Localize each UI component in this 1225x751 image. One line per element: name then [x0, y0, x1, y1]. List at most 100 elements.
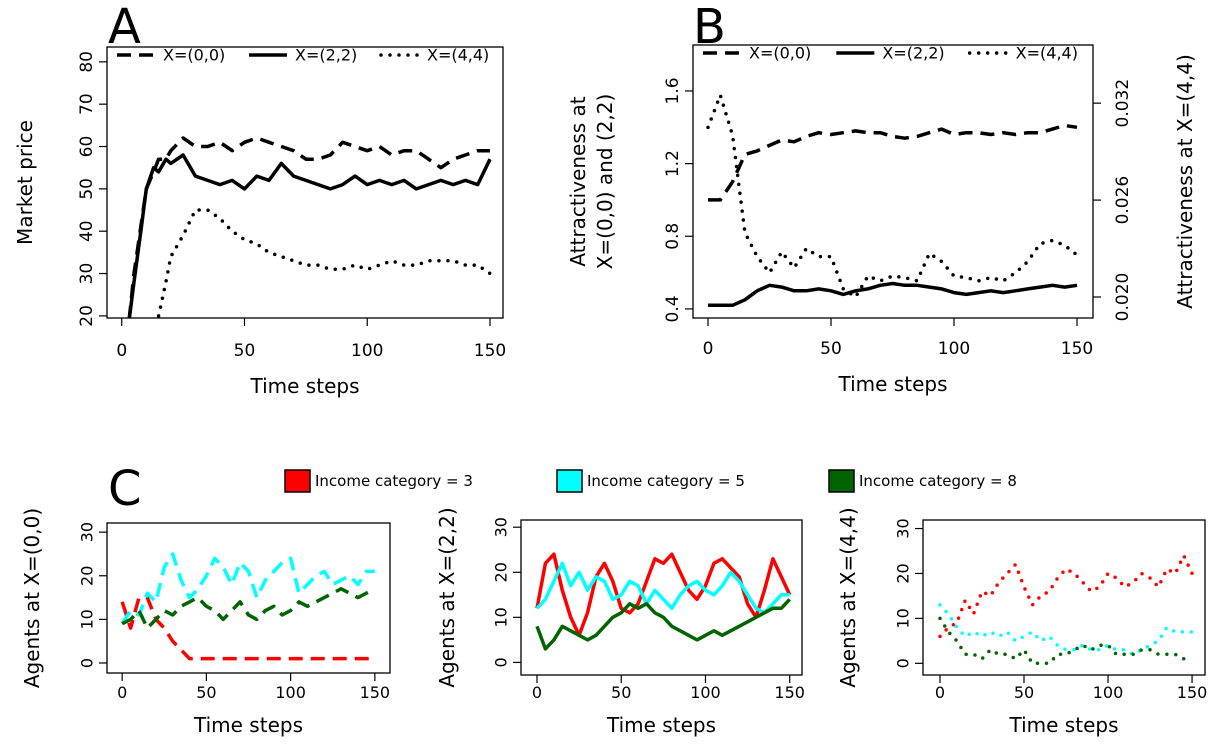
legend-label: X=(2,2) — [295, 46, 357, 65]
y2-tick-label: 0.026 — [1113, 176, 1133, 225]
y-tick-label: 20 — [894, 563, 913, 583]
plot-frame — [106, 46, 504, 319]
legend-swatch — [284, 469, 311, 493]
series-line — [120, 552, 375, 625]
y-tick-label: 20 — [78, 566, 97, 586]
y-tick-label: 0.4 — [663, 295, 683, 322]
x-axis-title: Time steps — [250, 374, 360, 398]
y-tick-label: 80 — [77, 51, 97, 73]
x-tick-label: 150 — [774, 683, 805, 702]
y-tick-label: 20 — [77, 305, 97, 327]
x-tick-label: 0 — [116, 341, 127, 361]
y-tick-label: 20 — [492, 562, 511, 582]
y-tick-label: 10 — [78, 609, 97, 629]
x-axis-title: Time steps — [193, 713, 303, 737]
series-line — [535, 598, 791, 651]
legend-label: Income category = 3 — [315, 472, 473, 490]
x-axis-title: Time steps — [606, 713, 716, 737]
panel-label: A — [108, 0, 141, 55]
x-tick-label: 0 — [935, 683, 945, 702]
x-tick-label: 100 — [351, 341, 383, 361]
legend-label: Income category = 8 — [859, 472, 1017, 490]
y-tick-label: 0 — [492, 657, 511, 667]
series-line — [127, 136, 490, 318]
series-line — [535, 552, 792, 638]
x-tick-label: 0 — [532, 683, 542, 702]
legend-label: X=(0,0) — [163, 46, 225, 65]
y-tick-label: 10 — [894, 608, 913, 628]
x-tick-label: 0 — [703, 339, 714, 359]
panel-label: C — [108, 461, 142, 517]
series-line — [127, 153, 492, 318]
y-tick-label: 50 — [77, 178, 97, 200]
panel: 0 50 100 150 0.4 0.8 1.2 1.6 0.020 0.026 0.032 B Tim… — [566, 0, 1197, 396]
y-axis-title: X=(0,0) and (2,2) — [593, 94, 617, 270]
y2-tick-label: 0.020 — [1113, 273, 1133, 322]
series-line — [938, 616, 1194, 666]
y-axis-title: Attractiveness at — [566, 96, 590, 266]
panel: 0 50 100 150 20 30 40 50 60 70 80 A Time steps Market… — [13, 0, 506, 398]
x-tick-label: 150 — [1177, 683, 1208, 702]
y-axis-title: Agents at X=(2,2) — [435, 507, 459, 687]
y-tick-label: 1.2 — [663, 150, 683, 177]
y-axis-title: Agents at X=(4,4) — [836, 507, 860, 687]
x-tick-label: 150 — [1061, 339, 1093, 359]
x-tick-label: 100 — [690, 683, 721, 702]
y2-tick-label: 0.032 — [1113, 79, 1133, 128]
y-tick-label: 30 — [78, 522, 97, 542]
y-tick-label: 1.6 — [663, 77, 683, 104]
series-line — [938, 553, 1194, 639]
x-tick-label: 100 — [1093, 683, 1124, 702]
y-tick-label: 0 — [78, 658, 97, 668]
plot-frame — [106, 522, 391, 674]
x-tick-label: 50 — [1014, 683, 1034, 702]
legend-label: X=(2,2) — [882, 44, 944, 63]
y2-axis-title: Attractiveness at X=(4,4) — [1173, 54, 1197, 309]
x-tick-label: 150 — [360, 683, 391, 702]
y-tick-label: 60 — [77, 136, 97, 158]
y-tick-label: 70 — [77, 93, 97, 115]
plot-frame — [922, 519, 1206, 676]
panel-label: B — [693, 0, 726, 55]
plot-frame — [520, 519, 803, 676]
series-line — [156, 208, 492, 318]
x-tick-label: 0 — [117, 683, 127, 702]
legend-label: Income category = 5 — [587, 472, 745, 490]
series-line — [706, 93, 1079, 299]
y-tick-label: 30 — [894, 518, 913, 538]
x-axis-title: Time steps — [838, 372, 948, 396]
series-line — [121, 587, 376, 630]
y-axis-title: Agents at X=(0,0) — [20, 508, 44, 688]
panel: 0 50 100 150 0 10 20 30 Time steps Agents at X=(4… — [836, 507, 1207, 737]
x-tick-label: 50 — [611, 683, 631, 702]
x-tick-label: 50 — [196, 683, 216, 702]
x-axis-title: Time steps — [1009, 713, 1119, 737]
x-tick-label: 50 — [234, 341, 256, 361]
x-tick-label: 150 — [474, 341, 506, 361]
series-line — [120, 595, 375, 661]
plot-frame — [692, 44, 1094, 319]
y-tick-label: 40 — [77, 220, 97, 242]
y-tick-label: 30 — [77, 263, 97, 285]
panel: 0 50 100 150 0 10 20 30 Time steps Agents at X=(2… — [435, 507, 805, 737]
legend-label: X=(0,0) — [749, 44, 811, 63]
x-tick-label: 50 — [820, 339, 842, 359]
series-line — [708, 123, 1078, 202]
y-axis-title: Market price — [13, 120, 37, 245]
series-line — [708, 281, 1078, 308]
legend-swatch — [828, 469, 855, 493]
y-tick-label: 0 — [894, 658, 913, 668]
legend-swatch — [556, 469, 583, 493]
x-tick-label: 100 — [275, 683, 306, 702]
y-tick-label: 0.8 — [663, 223, 683, 250]
legend-label: X=(4,4) — [1016, 44, 1078, 63]
series-line — [535, 561, 790, 615]
series-line — [938, 603, 1194, 657]
legend-label: X=(4,4) — [427, 46, 489, 65]
x-tick-label: 100 — [938, 339, 970, 359]
y-tick-label: 30 — [492, 517, 511, 537]
y-tick-label: 10 — [492, 607, 511, 627]
